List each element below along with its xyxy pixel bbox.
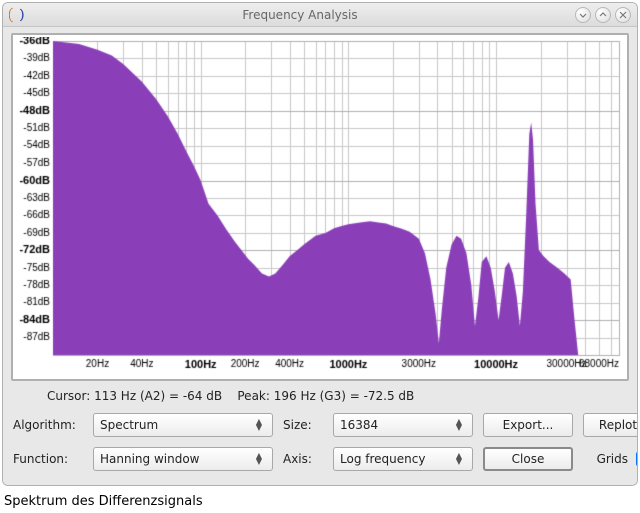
size-select[interactable]: 16384 ▲▼	[333, 413, 473, 437]
window: Frequency Analysis Cursor: 113 Hz (A2) =…	[2, 2, 638, 486]
spinner-arrows-icon: ▲▼	[452, 419, 466, 431]
replot-button[interactable]: Replot	[583, 413, 638, 437]
grids-label: Grids	[597, 452, 628, 466]
axis-select[interactable]: Log frequency ▲▼	[333, 447, 473, 471]
cursor-readout: Cursor: 113 Hz (A2) = -64 dB	[47, 389, 222, 403]
spinner-arrows-icon: ▲▼	[252, 419, 266, 431]
app-icon	[9, 7, 25, 23]
algorithm-select[interactable]: Spectrum ▲▼	[93, 413, 273, 437]
peak-readout: Peak: 196 Hz (G3) = -72.5 dB	[237, 389, 414, 403]
window-body: Cursor: 113 Hz (A2) = -64 dB Peak: 196 H…	[3, 27, 637, 485]
function-select[interactable]: Hanning window ▲▼	[93, 447, 273, 471]
close-window-button[interactable]	[615, 7, 631, 23]
algorithm-value: Spectrum	[100, 418, 248, 432]
function-value: Hanning window	[100, 452, 248, 466]
spinner-arrows-icon: ▲▼	[252, 453, 266, 465]
size-label: Size:	[283, 418, 323, 432]
spinner-arrows-icon: ▲▼	[452, 453, 466, 465]
minimize-button[interactable]	[575, 7, 591, 23]
size-value: 16384	[340, 418, 448, 432]
controls-grid: Algorithm: Spectrum ▲▼ Size: 16384 ▲▼ Ex…	[11, 409, 629, 475]
function-label: Function:	[13, 452, 83, 466]
window-title: Frequency Analysis	[31, 8, 569, 22]
chart-frame	[11, 33, 629, 381]
titlebar[interactable]: Frequency Analysis	[3, 3, 637, 27]
status-line: Cursor: 113 Hz (A2) = -64 dB Peak: 196 H…	[11, 381, 629, 409]
grids-checkbox[interactable]	[636, 452, 638, 466]
figure-caption: Spektrum des Differenzsignals	[0, 488, 640, 513]
export-button-label: Export...	[503, 418, 554, 432]
axis-label: Axis:	[283, 452, 323, 466]
export-button[interactable]: Export...	[483, 413, 573, 437]
window-buttons	[575, 7, 631, 23]
grids-toggle: Grids	[583, 449, 638, 469]
maximize-button[interactable]	[595, 7, 611, 23]
replot-button-label: Replot	[599, 418, 637, 432]
algorithm-label: Algorithm:	[13, 418, 83, 432]
close-button-label: Close	[512, 452, 545, 466]
axis-value: Log frequency	[340, 452, 448, 466]
close-button[interactable]: Close	[483, 447, 573, 471]
spectrum-chart[interactable]	[15, 37, 625, 377]
